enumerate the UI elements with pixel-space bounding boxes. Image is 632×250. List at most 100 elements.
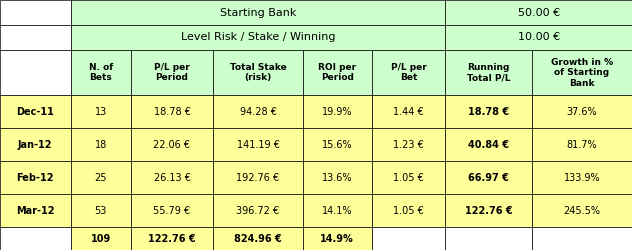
Text: Starting Bank: Starting Bank xyxy=(220,8,296,18)
Bar xyxy=(446,227,532,250)
Text: 94.28 €: 94.28 € xyxy=(240,107,276,117)
Text: 122.76 €: 122.76 € xyxy=(465,206,513,216)
Bar xyxy=(303,50,372,96)
Bar xyxy=(213,50,303,96)
Bar xyxy=(446,0,632,25)
Bar xyxy=(446,96,532,128)
Bar xyxy=(71,128,131,161)
Bar xyxy=(213,194,303,227)
Bar xyxy=(303,161,372,194)
Bar xyxy=(532,128,632,161)
Bar xyxy=(0,50,71,96)
Bar xyxy=(213,96,303,128)
Text: Total Stake
(risk): Total Stake (risk) xyxy=(229,63,286,82)
Text: 55.79 €: 55.79 € xyxy=(154,206,190,216)
Text: 1.05 €: 1.05 € xyxy=(393,173,424,183)
Bar xyxy=(446,50,532,96)
Text: 15.6%: 15.6% xyxy=(322,140,353,150)
Bar xyxy=(446,194,532,227)
Text: 1.44 €: 1.44 € xyxy=(393,107,424,117)
Text: 14.1%: 14.1% xyxy=(322,206,353,216)
Bar xyxy=(303,194,372,227)
Bar xyxy=(446,128,532,161)
Bar xyxy=(131,194,213,227)
Bar xyxy=(532,96,632,128)
Bar xyxy=(131,96,213,128)
Text: P/L per
Bet: P/L per Bet xyxy=(391,63,427,82)
Text: 396.72 €: 396.72 € xyxy=(236,206,279,216)
Text: 50.00 €: 50.00 € xyxy=(518,8,560,18)
Text: 133.9%: 133.9% xyxy=(564,173,600,183)
Bar xyxy=(372,128,446,161)
Bar xyxy=(303,128,372,161)
Bar xyxy=(372,161,446,194)
Text: 81.7%: 81.7% xyxy=(567,140,597,150)
Bar xyxy=(372,50,446,96)
Bar xyxy=(0,227,71,250)
Bar xyxy=(446,25,632,50)
Text: 1.23 €: 1.23 € xyxy=(393,140,424,150)
Text: 14.9%: 14.9% xyxy=(320,234,354,244)
Text: P/L per
Period: P/L per Period xyxy=(154,63,190,82)
Bar xyxy=(372,194,446,227)
Text: 122.76 €: 122.76 € xyxy=(148,234,196,244)
Text: 18.78 €: 18.78 € xyxy=(468,107,509,117)
Bar xyxy=(0,128,71,161)
Text: Feb-12: Feb-12 xyxy=(16,173,54,183)
Bar xyxy=(0,25,71,50)
Bar xyxy=(71,25,446,50)
Bar xyxy=(131,128,213,161)
Bar xyxy=(213,128,303,161)
Text: 22.06 €: 22.06 € xyxy=(154,140,190,150)
Text: 18.78 €: 18.78 € xyxy=(154,107,190,117)
Text: 13.6%: 13.6% xyxy=(322,173,353,183)
Text: 37.6%: 37.6% xyxy=(567,107,597,117)
Bar xyxy=(532,227,632,250)
Text: 53: 53 xyxy=(95,206,107,216)
Text: 19.9%: 19.9% xyxy=(322,107,353,117)
Text: Dec-11: Dec-11 xyxy=(16,107,54,117)
Bar xyxy=(71,50,131,96)
Text: 824.96 €: 824.96 € xyxy=(234,234,282,244)
Text: Jan-12: Jan-12 xyxy=(18,140,52,150)
Bar xyxy=(532,194,632,227)
Text: 40.84 €: 40.84 € xyxy=(468,140,509,150)
Bar xyxy=(532,161,632,194)
Text: 109: 109 xyxy=(90,234,111,244)
Text: 13: 13 xyxy=(95,107,107,117)
Bar xyxy=(446,161,532,194)
Text: N. of
Bets: N. of Bets xyxy=(88,63,112,82)
Bar xyxy=(71,194,131,227)
Bar xyxy=(213,161,303,194)
Bar xyxy=(372,96,446,128)
Bar xyxy=(0,194,71,227)
Text: 245.5%: 245.5% xyxy=(564,206,600,216)
Bar xyxy=(303,227,372,250)
Bar xyxy=(131,161,213,194)
Text: Growth in %
of Starting
Bank: Growth in % of Starting Bank xyxy=(551,58,613,88)
Text: 1.05 €: 1.05 € xyxy=(393,206,424,216)
Text: 192.76 €: 192.76 € xyxy=(236,173,279,183)
Bar xyxy=(0,96,71,128)
Bar xyxy=(213,227,303,250)
Bar xyxy=(131,50,213,96)
Text: Level Risk / Stake / Winning: Level Risk / Stake / Winning xyxy=(181,32,335,42)
Bar xyxy=(71,161,131,194)
Bar xyxy=(532,50,632,96)
Bar xyxy=(372,227,446,250)
Bar xyxy=(303,96,372,128)
Text: Mar-12: Mar-12 xyxy=(16,206,54,216)
Bar xyxy=(71,227,131,250)
Bar xyxy=(131,227,213,250)
Bar xyxy=(71,0,446,25)
Bar xyxy=(71,96,131,128)
Text: 25: 25 xyxy=(94,173,107,183)
Text: Running
Total P/L: Running Total P/L xyxy=(467,63,511,82)
Text: 18: 18 xyxy=(95,140,107,150)
Text: ROI per
Period: ROI per Period xyxy=(319,63,356,82)
Bar xyxy=(0,0,71,25)
Text: 66.97 €: 66.97 € xyxy=(468,173,509,183)
Bar xyxy=(0,161,71,194)
Text: 141.19 €: 141.19 € xyxy=(236,140,279,150)
Text: 26.13 €: 26.13 € xyxy=(154,173,190,183)
